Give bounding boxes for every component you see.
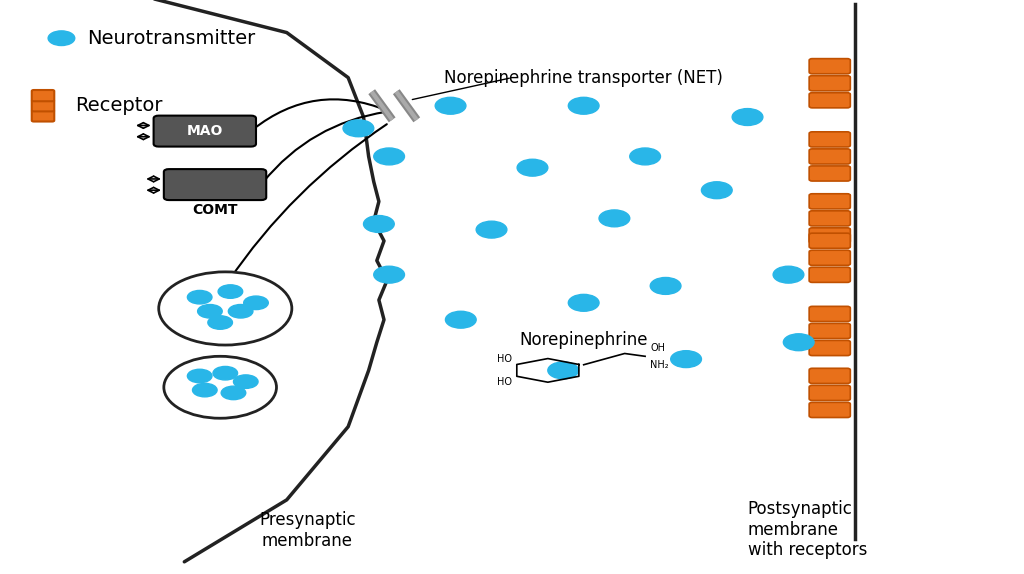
Circle shape <box>159 272 292 345</box>
FancyBboxPatch shape <box>809 267 850 282</box>
FancyBboxPatch shape <box>809 385 850 401</box>
Circle shape <box>650 277 681 294</box>
Circle shape <box>187 369 212 383</box>
Circle shape <box>671 351 701 367</box>
FancyBboxPatch shape <box>809 369 850 383</box>
Text: Norepinephrine transporter (NET): Norepinephrine transporter (NET) <box>444 69 723 87</box>
FancyBboxPatch shape <box>809 132 850 147</box>
Text: Neurotransmitter: Neurotransmitter <box>87 29 255 48</box>
Circle shape <box>548 362 579 379</box>
Text: OH: OH <box>650 343 666 353</box>
Circle shape <box>187 290 212 304</box>
FancyBboxPatch shape <box>809 92 850 108</box>
Circle shape <box>476 221 507 238</box>
FancyBboxPatch shape <box>809 233 850 249</box>
Circle shape <box>213 366 238 380</box>
FancyBboxPatch shape <box>809 307 850 321</box>
FancyBboxPatch shape <box>154 115 256 146</box>
Circle shape <box>208 316 232 329</box>
Text: Receptor: Receptor <box>75 96 162 115</box>
Circle shape <box>568 294 599 311</box>
FancyBboxPatch shape <box>164 169 266 200</box>
Text: HO: HO <box>497 377 512 387</box>
FancyBboxPatch shape <box>809 211 850 226</box>
Circle shape <box>193 383 217 397</box>
Text: COMT: COMT <box>193 203 238 217</box>
FancyBboxPatch shape <box>32 100 54 111</box>
Circle shape <box>568 98 599 114</box>
Text: HO: HO <box>497 354 512 364</box>
Text: MAO: MAO <box>186 124 223 138</box>
Circle shape <box>198 305 222 318</box>
Circle shape <box>244 296 268 309</box>
FancyBboxPatch shape <box>809 149 850 164</box>
Circle shape <box>374 266 404 283</box>
Text: NH₂: NH₂ <box>650 360 669 370</box>
Circle shape <box>630 148 660 165</box>
Circle shape <box>48 31 75 45</box>
Circle shape <box>435 98 466 114</box>
Circle shape <box>732 108 763 126</box>
FancyBboxPatch shape <box>809 194 850 209</box>
FancyBboxPatch shape <box>809 76 850 91</box>
FancyBboxPatch shape <box>809 228 850 243</box>
Circle shape <box>343 120 374 137</box>
FancyBboxPatch shape <box>809 59 850 74</box>
Text: Norepinephrine: Norepinephrine <box>519 331 648 349</box>
Circle shape <box>228 305 253 318</box>
FancyBboxPatch shape <box>32 110 54 122</box>
Circle shape <box>364 216 394 232</box>
Circle shape <box>773 266 804 283</box>
Circle shape <box>783 334 814 351</box>
Circle shape <box>517 159 548 176</box>
FancyBboxPatch shape <box>32 90 54 101</box>
FancyBboxPatch shape <box>809 166 850 181</box>
Circle shape <box>374 148 404 165</box>
Circle shape <box>218 285 243 298</box>
Text: Presynaptic
membrane: Presynaptic membrane <box>259 511 355 550</box>
Circle shape <box>599 210 630 227</box>
FancyBboxPatch shape <box>809 250 850 265</box>
FancyBboxPatch shape <box>809 340 850 355</box>
FancyBboxPatch shape <box>809 323 850 339</box>
Circle shape <box>445 311 476 328</box>
Text: Postsynaptic
membrane
with receptors: Postsynaptic membrane with receptors <box>748 500 867 560</box>
Circle shape <box>233 375 258 389</box>
Circle shape <box>701 182 732 199</box>
FancyBboxPatch shape <box>809 402 850 417</box>
Circle shape <box>164 356 276 418</box>
Circle shape <box>221 386 246 400</box>
